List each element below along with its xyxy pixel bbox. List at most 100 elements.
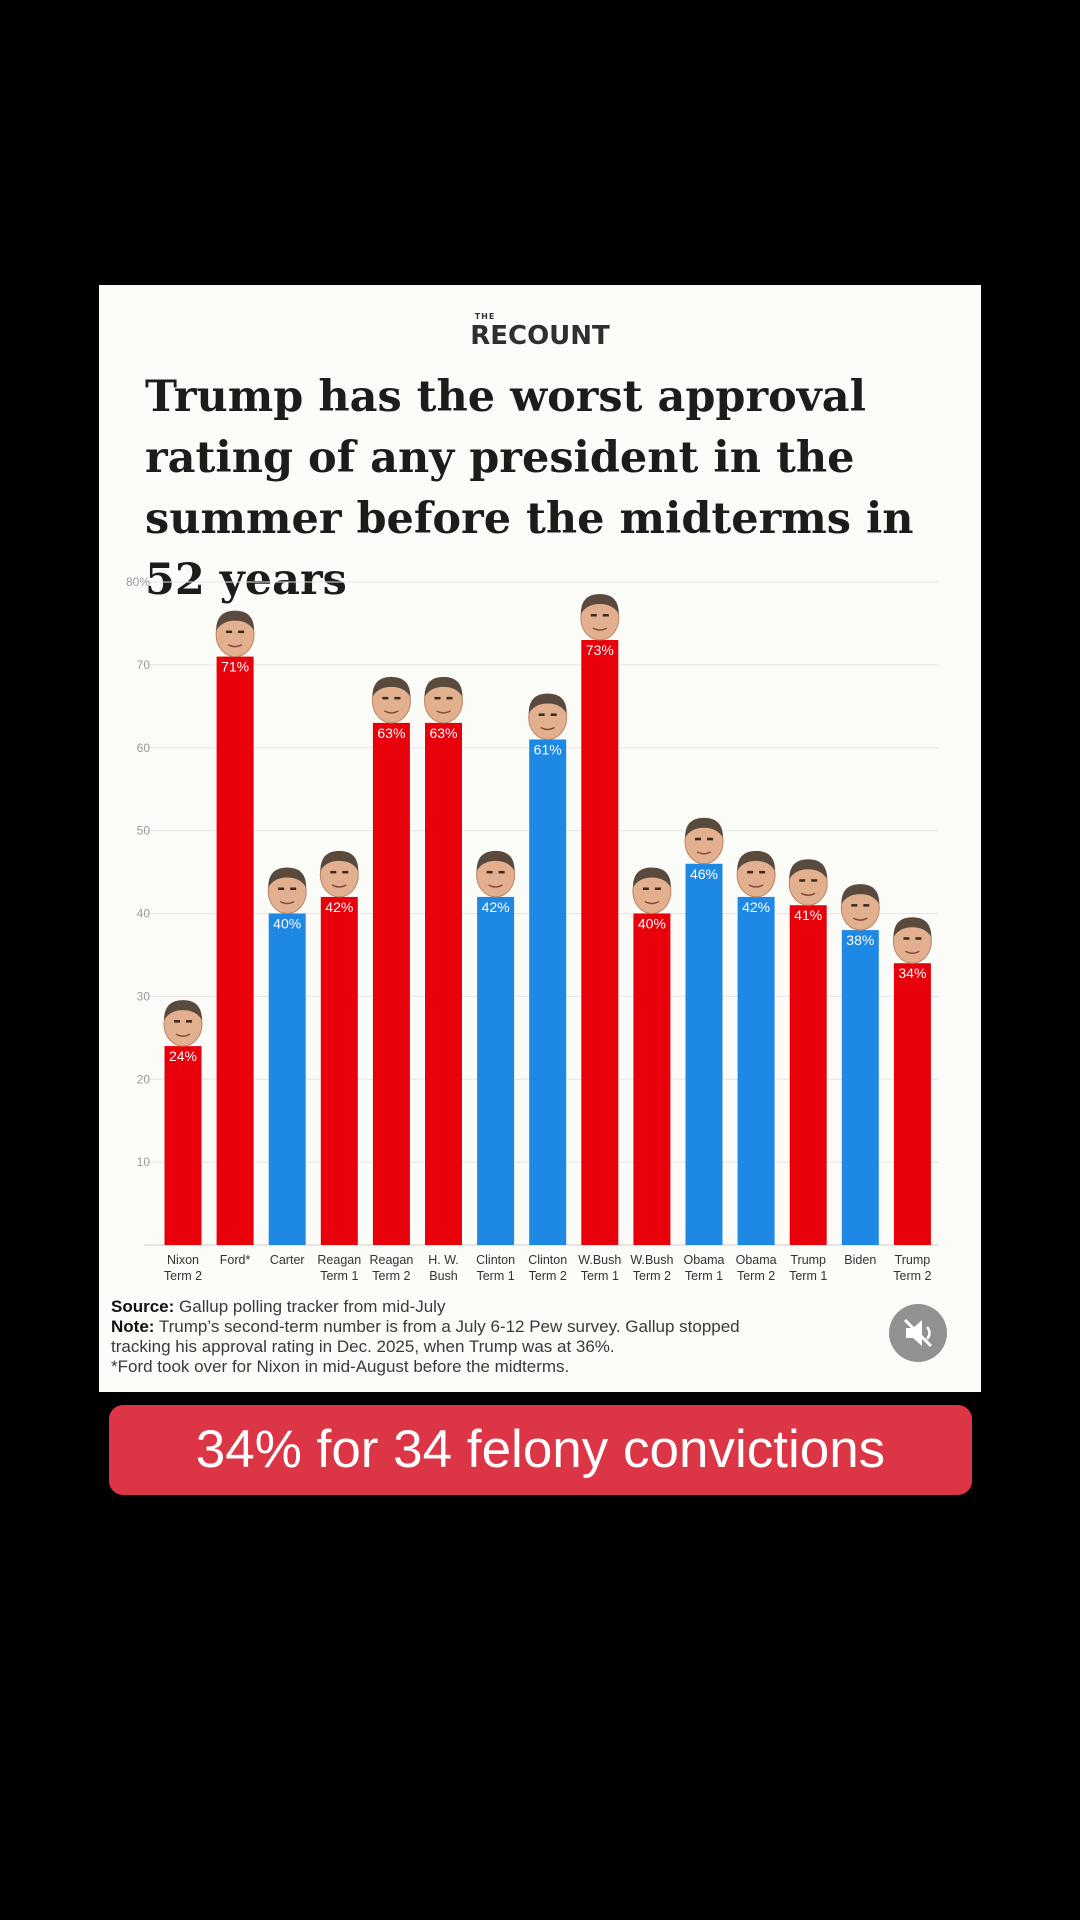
x-category-label: Trump: [895, 1253, 931, 1267]
y-tick-label: 30: [137, 989, 151, 1003]
x-category-label: Term 1: [685, 1269, 723, 1283]
y-tick-label: 40: [137, 907, 151, 921]
eye-left: [486, 870, 493, 874]
mouth: [279, 900, 295, 905]
bar: [789, 905, 827, 1245]
x-category-label: Carter: [270, 1253, 305, 1267]
eye-right: [446, 696, 453, 700]
eye-right: [759, 870, 766, 874]
bar-value-label: 61%: [534, 741, 562, 757]
bar: [685, 863, 723, 1245]
x-category-label: Trump: [790, 1253, 826, 1267]
approval-bar-chart: 80% 70 60 50 40 30 20 10 24% Nixon Term 2 71% Ford* 4…: [126, 575, 939, 1283]
caption-banner: 34% for 34 felony convictions: [109, 1405, 972, 1495]
eye-right: [811, 879, 818, 882]
y-tick-label: 60: [137, 741, 151, 755]
eye-left: [538, 713, 545, 716]
source-label: Source:: [111, 1297, 175, 1316]
x-category-label: Term 1: [476, 1269, 514, 1283]
bar: [581, 640, 619, 1245]
chart-notes: Source: Gallup polling tracker from mid-…: [111, 1297, 971, 1377]
eye-right: [707, 837, 713, 841]
eye-left: [590, 614, 597, 617]
eye-left: [903, 937, 910, 940]
mouth: [696, 851, 712, 855]
mouth: [227, 643, 243, 648]
x-category-label: Term 2: [529, 1269, 567, 1283]
x-category-label: Clinton: [528, 1253, 567, 1267]
y-tick-label: 80%: [126, 575, 150, 589]
bar-value-label: 46%: [690, 866, 718, 882]
eye-left: [278, 887, 285, 890]
y-tick-label: 70: [137, 658, 151, 672]
eye-left: [851, 904, 858, 907]
hair: [424, 676, 463, 697]
hair: [528, 693, 567, 714]
bar: [841, 930, 879, 1245]
x-category-label: Obama: [736, 1253, 777, 1267]
chart-card: THE RECOUNT Trump has the worst approval…: [99, 285, 981, 1392]
mouth: [800, 892, 816, 896]
mouth: [644, 900, 660, 905]
x-category-label: Ford*: [220, 1253, 251, 1267]
x-category-label: Term 1: [581, 1269, 619, 1283]
bar-value-label: 73%: [586, 642, 614, 658]
bar-value-label: 40%: [638, 916, 666, 932]
bar: [320, 896, 358, 1245]
bar-value-label: 41%: [794, 907, 822, 923]
bar-value-label: 63%: [429, 725, 457, 741]
hair: [685, 817, 723, 838]
x-category-label: Term 1: [320, 1269, 358, 1283]
mouth: [748, 884, 764, 888]
bar-value-label: 34%: [898, 965, 926, 981]
bar: [529, 739, 567, 1245]
bar: [164, 1046, 202, 1245]
eye-right: [863, 904, 870, 907]
mute-button[interactable]: [889, 1304, 947, 1362]
bar: [477, 896, 515, 1245]
x-category-label: Term 2: [633, 1269, 671, 1283]
x-category-label: Term 2: [893, 1269, 931, 1283]
bar-value-label: 42%: [482, 899, 510, 915]
hair: [841, 884, 880, 905]
bar: [425, 722, 462, 1245]
y-tick-label: 50: [137, 824, 151, 838]
hair: [476, 850, 515, 871]
x-category-label: Term 2: [164, 1269, 202, 1283]
x-category-label: Term 2: [737, 1269, 775, 1283]
eye-left: [382, 696, 389, 700]
x-category-label: Nixon: [167, 1253, 199, 1267]
hair: [268, 867, 307, 888]
mouth: [384, 710, 399, 714]
hair: [372, 676, 411, 697]
note-text: Trump’s second-term number is from a Jul…: [111, 1317, 740, 1356]
brand-logo: RECOUNT: [470, 321, 610, 351]
eye-right: [498, 870, 505, 874]
bar: [372, 722, 410, 1245]
bar-value-label: 71%: [221, 659, 249, 675]
mouth: [436, 710, 451, 714]
bar-value-label: 63%: [377, 725, 405, 741]
eye-right: [186, 1020, 192, 1023]
x-category-label: Obama: [684, 1253, 725, 1267]
x-category-label: Clinton: [476, 1253, 515, 1267]
hair: [216, 610, 255, 631]
mouth: [175, 1033, 191, 1037]
eye-left: [434, 696, 441, 700]
eye-left: [799, 879, 806, 882]
y-tick-label: 10: [137, 1155, 151, 1169]
eye-right: [915, 937, 922, 940]
eye-right: [654, 887, 661, 890]
hair: [320, 850, 359, 871]
brand-small: THE: [474, 312, 496, 321]
hair: [164, 1000, 202, 1021]
x-category-label: Biden: [844, 1253, 876, 1267]
bar-value-label: 42%: [325, 899, 353, 915]
mouth: [331, 884, 347, 888]
bar-value-label: 24%: [169, 1048, 197, 1064]
eye-right: [342, 870, 349, 874]
bar: [737, 896, 775, 1245]
y-tick-label: 20: [137, 1072, 151, 1086]
eye-right: [550, 713, 557, 716]
eye-right: [602, 614, 609, 617]
